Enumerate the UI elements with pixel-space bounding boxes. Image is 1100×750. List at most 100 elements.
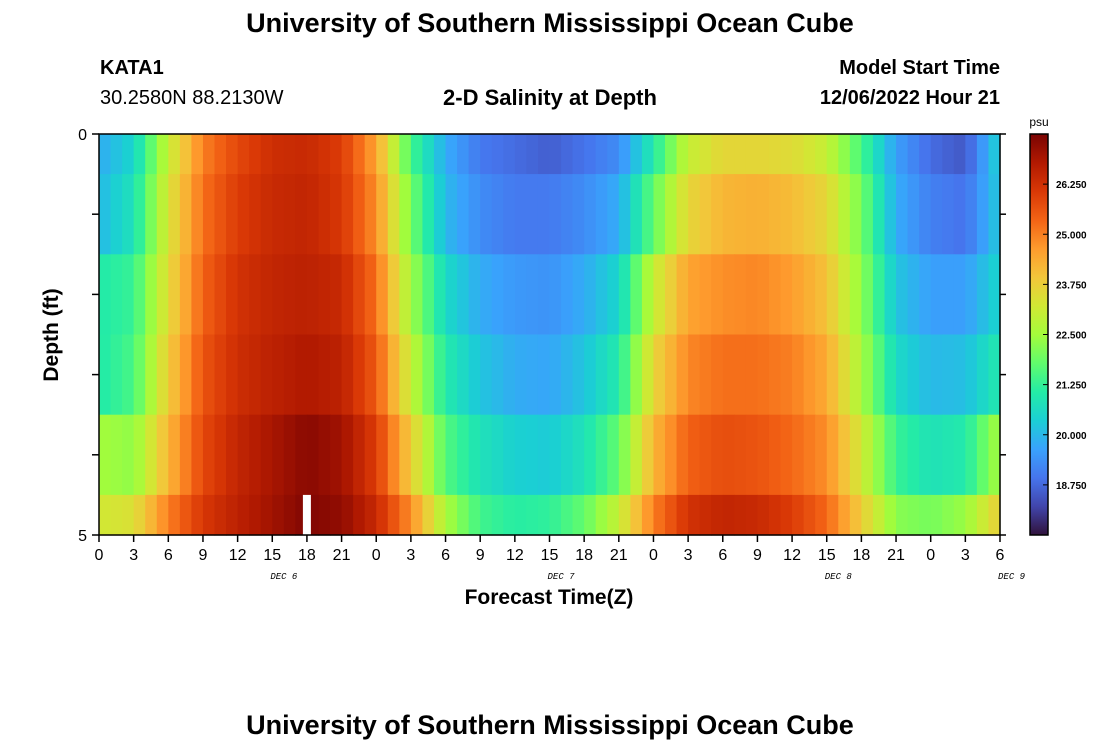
heatmap-cell <box>584 134 597 175</box>
heatmap-cell <box>849 494 862 536</box>
heatmap-cell <box>202 254 216 336</box>
heatmap-cell <box>872 254 886 336</box>
heatmap-cell <box>815 134 828 175</box>
heatmap-cell <box>815 174 828 255</box>
heatmap-cell <box>306 174 320 255</box>
heatmap-cell <box>884 134 897 175</box>
heatmap-cell <box>445 134 458 175</box>
heatmap-cell <box>133 334 146 416</box>
heatmap-cell <box>699 334 712 416</box>
heatmap-cell <box>503 414 516 496</box>
day-label: DEC 6 <box>270 572 298 582</box>
heatmap-cell <box>919 254 932 336</box>
heatmap-cell <box>699 414 712 496</box>
heatmap-cell <box>861 414 874 496</box>
heatmap-cell <box>768 174 782 255</box>
heatmap-cell <box>491 254 504 336</box>
heatmap-cell <box>330 334 343 416</box>
heatmap-cell <box>168 414 181 496</box>
heatmap-cell <box>896 134 909 175</box>
heatmap-cell <box>526 254 539 336</box>
heatmap-cell <box>757 414 770 496</box>
heatmap-cell <box>757 174 770 255</box>
heatmap-cell <box>884 494 897 536</box>
heatmap-cell <box>942 134 955 175</box>
heatmap-cell <box>988 134 1001 175</box>
heatmap-cell <box>272 134 285 175</box>
heatmap-cell <box>330 494 343 536</box>
heatmap-cell <box>976 494 990 536</box>
colorbar-tick-label: 18.750 <box>1056 481 1087 492</box>
heatmap-cell <box>653 414 666 496</box>
heatmap-cell <box>930 134 943 175</box>
heatmap-cell <box>653 254 666 336</box>
heatmap-cell <box>965 254 978 336</box>
heatmap-cell <box>410 254 424 336</box>
heatmap-cell <box>688 134 701 175</box>
heatmap-cell <box>226 134 239 175</box>
page-title: University of Southern Mississippi Ocean… <box>246 8 854 38</box>
heatmap-cell <box>468 134 481 175</box>
heatmap-cell <box>260 174 273 255</box>
colorbar-tick-label: 25.000 <box>1056 230 1087 241</box>
heatmap-cell <box>896 174 909 255</box>
heatmap-cell <box>711 174 724 255</box>
heatmap-cell <box>503 334 516 416</box>
heatmap-cell <box>133 134 146 175</box>
heatmap-cell <box>295 254 308 336</box>
heatmap-cell <box>330 414 343 496</box>
heatmap-cell <box>387 134 400 175</box>
x-tick-label: 15 <box>263 547 281 564</box>
heatmap-cell <box>792 494 805 536</box>
colorbar-tick-label: 26.250 <box>1056 180 1087 191</box>
heatmap-cell <box>353 134 366 175</box>
y-tick-label: 5 <box>78 528 87 545</box>
heatmap-cell <box>237 494 250 536</box>
heatmap-cell <box>353 494 366 536</box>
heatmap-cell <box>745 174 759 255</box>
heatmap-cell <box>711 494 724 536</box>
heatmap-cell <box>526 174 539 255</box>
heatmap-cell <box>976 334 990 416</box>
heatmap-cell <box>722 414 735 496</box>
station-id: KATA1 <box>100 57 164 79</box>
heatmap-cell <box>249 414 262 496</box>
heatmap-cell <box>757 134 770 175</box>
x-tick-label: 9 <box>476 547 485 564</box>
heatmap-cell <box>722 494 735 536</box>
heatmap-cell <box>399 174 412 255</box>
heatmap-cell <box>537 174 551 255</box>
heatmap-cell <box>341 254 354 336</box>
heatmap-cell <box>584 254 597 336</box>
heatmap-cell <box>930 334 943 416</box>
heatmap-cell <box>549 414 562 496</box>
heatmap-cell <box>676 494 689 536</box>
heatmap-cell <box>734 174 747 255</box>
heatmap-cell <box>468 414 481 496</box>
x-tick-label: 0 <box>372 547 381 564</box>
heatmap-cell <box>491 134 504 175</box>
heatmap-cell <box>884 254 897 336</box>
heatmap-cell <box>930 414 943 496</box>
heatmap-cell <box>202 414 216 496</box>
heatmap-cell <box>156 494 169 536</box>
heatmap-cell <box>376 254 389 336</box>
heatmap-cell <box>145 414 158 496</box>
heatmap-cell <box>780 134 793 175</box>
x-tick-label: 15 <box>818 547 836 564</box>
heatmap-cell <box>572 174 585 255</box>
heatmap-cell <box>433 134 447 175</box>
heatmap-cell <box>665 334 678 416</box>
heatmap-cell <box>272 254 285 336</box>
heatmap-cell <box>734 414 747 496</box>
heatmap-cell <box>445 494 458 536</box>
x-tick-label: 0 <box>926 547 935 564</box>
x-tick-label: 21 <box>887 547 905 564</box>
heatmap-cell <box>272 494 285 536</box>
heatmap-cell <box>191 414 204 496</box>
heatmap-cell <box>688 414 701 496</box>
day-label: DEC 7 <box>548 572 576 582</box>
heatmap-cell <box>341 334 354 416</box>
day-label: DEC 8 <box>825 572 853 582</box>
